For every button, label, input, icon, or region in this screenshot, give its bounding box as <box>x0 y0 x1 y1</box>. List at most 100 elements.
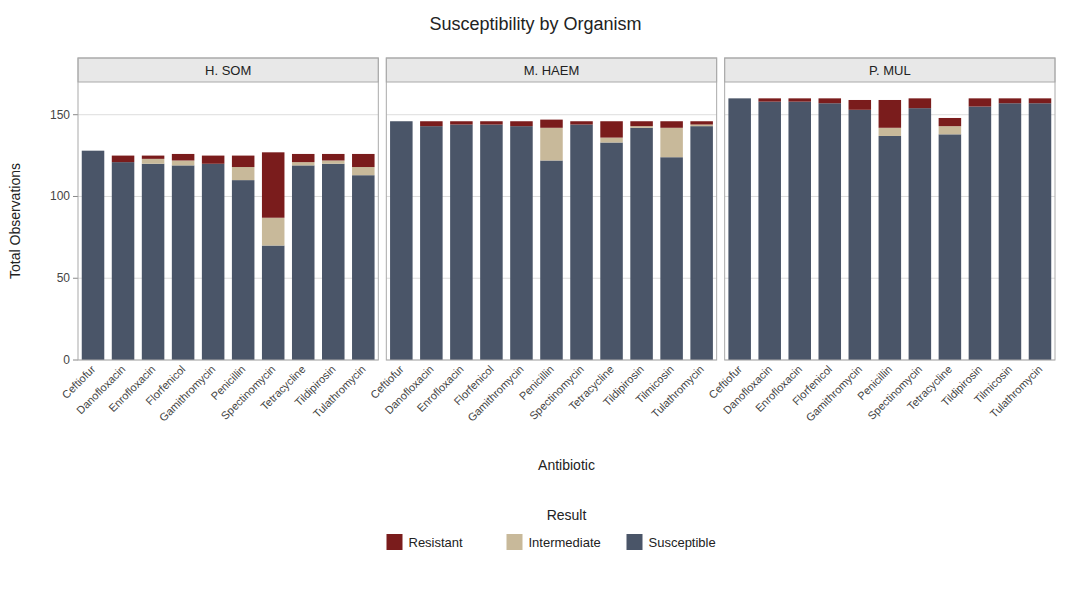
bar-segment: Resistant <box>788 98 811 101</box>
bars: SusceptibleIntermediateResistantSuscepti… <box>728 98 1051 360</box>
bar-segment: Susceptible <box>390 121 413 360</box>
x-tick-label: Tulathromycin <box>311 363 368 420</box>
bar-segment: Resistant <box>728 98 751 99</box>
y-tick-label: 150 <box>50 108 70 122</box>
bar-segment: Resistant <box>142 156 165 159</box>
bar-segment: Susceptible <box>939 134 962 360</box>
bar-segment: Susceptible <box>172 165 195 360</box>
bar-segment: Resistant <box>939 118 962 126</box>
bar-segment: Susceptible <box>630 128 653 360</box>
bar-segment: Susceptible <box>450 125 473 360</box>
bar-segment: Susceptible <box>570 125 593 360</box>
bar-segment: Susceptible <box>232 180 255 360</box>
title: Susceptibility by Organism <box>429 14 641 34</box>
legend-swatch <box>627 534 643 550</box>
panel: M. HAEMSusceptibleIntermediateResistantS… <box>368 58 717 424</box>
bar-segment: Susceptible <box>292 165 315 360</box>
bar-segment: Intermediate <box>939 126 962 134</box>
bar-segment: Susceptible <box>112 162 135 360</box>
panel-frame <box>386 58 716 360</box>
x-axis-label: Antibiotic <box>538 457 595 473</box>
bar-segment: Resistant <box>232 156 255 167</box>
y-axis-label: Total Observations <box>7 163 23 279</box>
bar-segment: Susceptible <box>728 98 751 360</box>
bar-segment: Resistant <box>909 98 932 108</box>
bar-segment: Intermediate <box>728 98 751 99</box>
bar-segment: Susceptible <box>352 175 375 360</box>
bar-segment: Intermediate <box>879 128 902 136</box>
bar-segment: Resistant <box>540 120 563 128</box>
bar-segment: Intermediate <box>352 167 375 175</box>
bar-segment: Resistant <box>570 121 593 124</box>
legend-label: Resistant <box>409 535 464 550</box>
bars: SusceptibleIntermediateResistantSuscepti… <box>82 151 375 360</box>
y-tick-label: 50 <box>57 271 71 285</box>
legend-label: Susceptible <box>649 535 716 550</box>
bar-segment: Intermediate <box>82 150 105 151</box>
y-tick <box>73 278 78 279</box>
y-tick-label: 100 <box>50 189 70 203</box>
bar-segment: Resistant <box>292 154 315 162</box>
bar-segment: Susceptible <box>879 136 902 360</box>
bar-segment: Intermediate <box>660 128 683 157</box>
bar-segment: Susceptible <box>999 103 1022 360</box>
legend-label: Intermediate <box>529 535 601 550</box>
bar-segment: Resistant <box>690 121 713 124</box>
bar-segment: Susceptible <box>600 143 623 360</box>
bar-segment: Resistant <box>819 98 842 103</box>
bar-segment: Resistant <box>660 121 683 128</box>
bar-segment: Resistant <box>480 121 503 124</box>
bar-segment: Susceptible <box>202 164 225 360</box>
bar-segment: Resistant <box>172 154 195 161</box>
legend-swatch <box>387 534 403 550</box>
bar-segment: Intermediate <box>172 160 195 165</box>
bar-segment: Resistant <box>420 121 443 126</box>
legend: Result Resistant Intermediate Susceptible <box>387 507 716 550</box>
bar-segment: Susceptible <box>322 164 345 360</box>
panel-frame <box>725 58 1055 360</box>
bar-segment: Resistant <box>1029 98 1052 103</box>
y-tick <box>73 196 78 197</box>
bar-segment: Intermediate <box>292 162 315 165</box>
bar-segment: Susceptible <box>262 246 285 360</box>
legend-title: Result <box>547 507 587 523</box>
bar-segment: Susceptible <box>420 126 443 360</box>
bar-segment: Susceptible <box>969 107 992 360</box>
x-tick-label: Tulathromycin <box>649 363 706 420</box>
grid-line <box>386 114 716 115</box>
y-tick <box>73 360 78 361</box>
bar-segment: Resistant <box>352 154 375 167</box>
bar-segment: Susceptible <box>82 151 105 360</box>
bar-segment: Susceptible <box>480 125 503 360</box>
grid-line <box>78 114 378 115</box>
panel-title: P. MUL <box>869 63 911 78</box>
bar-segment: Resistant <box>322 154 345 161</box>
bar-segment: Intermediate <box>690 125 713 127</box>
bar-segment: Susceptible <box>690 126 713 360</box>
bar-segment: Resistant <box>202 156 225 164</box>
bar-segment: Resistant <box>969 98 992 106</box>
bar-segment: Susceptible <box>540 160 563 360</box>
bar-segment: Susceptible <box>1029 103 1052 360</box>
bar-segment: Susceptible <box>758 102 781 360</box>
panel-title: M. HAEM <box>524 63 580 78</box>
y-tick-label: 0 <box>63 353 70 367</box>
bar-segment: Resistant <box>630 121 653 126</box>
bar-segment: Susceptible <box>510 126 533 360</box>
bar-segment: Intermediate <box>600 138 623 143</box>
bar-segment: Resistant <box>112 156 135 163</box>
chart: Susceptibility by Organism Total Observat… <box>0 0 1071 615</box>
bar-segment: Intermediate <box>322 160 345 163</box>
bar-segment: Resistant <box>758 98 781 101</box>
legend-swatch <box>507 534 523 550</box>
panel: H. SOM050100150SusceptibleIntermediateRe… <box>50 58 378 424</box>
bar-segment: Resistant <box>82 150 105 151</box>
bar-segment: Intermediate <box>630 126 653 128</box>
bar-segment: Intermediate <box>262 218 285 246</box>
bars: SusceptibleIntermediateResistantSuscepti… <box>390 120 713 360</box>
bar-segment: Resistant <box>600 121 623 137</box>
bar-segment: Intermediate <box>390 121 413 122</box>
bar-segment: Susceptible <box>849 110 872 360</box>
panel-header <box>725 58 1055 82</box>
x-tick-label: Tulathromycin <box>987 363 1044 420</box>
